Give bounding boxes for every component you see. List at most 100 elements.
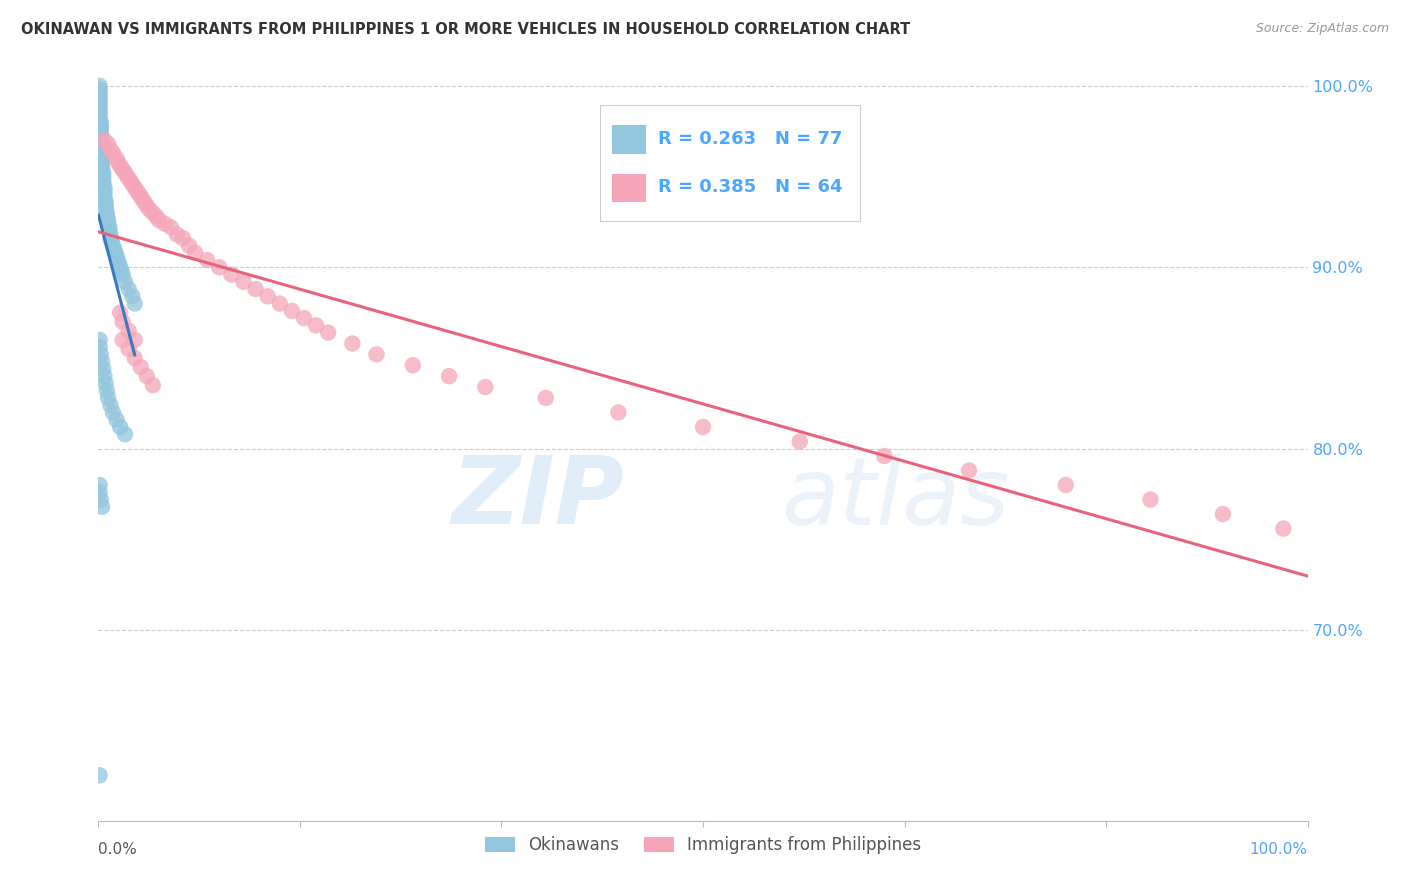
Point [111,162,134,177]
Text: 0.0%: 0.0% [98,842,138,857]
Point [89,101,111,115]
Text: atlas: atlas [782,453,1010,544]
Point [957,463,980,477]
Point [534,391,557,405]
Point [90,133,112,147]
Point [142,206,165,220]
Point [89,478,111,492]
Point [91,159,114,173]
Point [91,500,114,514]
Point [91,354,114,368]
Point [172,231,194,245]
Point [89,89,111,103]
Point [256,289,278,303]
Point [89,768,111,782]
Point [89,86,111,100]
Point [91,169,114,184]
Point [90,129,112,144]
Point [97,391,120,405]
Point [124,296,146,310]
Point [160,220,183,235]
Point [103,242,125,256]
Point [89,97,111,112]
Point [128,187,150,202]
Point [91,155,114,169]
Point [111,333,134,347]
Point [873,449,896,463]
Point [94,194,117,209]
Point [118,324,141,338]
Point [105,249,128,263]
Point [90,122,112,136]
Point [90,140,112,154]
Point [90,119,112,133]
Point [90,492,112,507]
Point [94,376,117,391]
Point [90,136,112,151]
Point [153,217,176,231]
Point [98,224,121,238]
Point [100,231,122,245]
Bar [613,125,647,153]
Point [179,238,201,252]
Point [114,275,136,289]
Point [91,362,114,376]
Point [100,227,122,242]
Point [90,115,112,129]
Point [105,152,128,166]
Point [607,405,630,419]
Point [142,378,165,392]
Point [101,405,124,419]
Point [108,420,131,434]
Point [131,191,153,205]
Point [108,260,131,275]
Point [166,227,188,242]
Point [89,112,111,126]
Point [89,82,111,96]
Point [127,184,149,198]
Point [98,220,121,235]
Point [93,187,115,202]
Point [101,238,124,252]
Text: R = 0.263   N = 77: R = 0.263 N = 77 [658,130,842,148]
Point [100,235,122,249]
Point [342,336,364,351]
Point [184,245,207,260]
Point [124,180,146,194]
Point [89,94,111,108]
Point [195,253,218,268]
Point [1054,478,1077,492]
Point [108,159,131,173]
Point [91,148,114,162]
Point [124,333,146,347]
Point [232,275,254,289]
Point [91,162,114,177]
Text: OKINAWAN VS IMMIGRANTS FROM PHILIPPINES 1 OR MORE VEHICLES IN HOUSEHOLD CORRELAT: OKINAWAN VS IMMIGRANTS FROM PHILIPPINES … [21,22,910,37]
Point [97,213,120,227]
Point [89,108,111,122]
Point [96,210,118,224]
Point [135,369,157,384]
Point [134,194,156,209]
Point [138,202,160,217]
Point [292,311,315,326]
Point [135,199,157,213]
Point [97,136,120,151]
Point [91,173,114,187]
Point [145,210,167,224]
Legend: Okinawans, Immigrants from Philippines: Okinawans, Immigrants from Philippines [478,830,928,861]
Point [117,169,139,184]
Point [94,202,117,217]
Point [93,191,115,205]
Point [89,78,111,93]
Point [474,380,496,394]
Point [104,245,127,260]
Point [269,296,291,310]
Point [129,360,152,375]
Point [100,142,122,156]
Point [366,347,388,361]
Point [121,177,143,191]
Point [90,347,112,361]
Point [94,199,117,213]
Point [114,427,136,442]
